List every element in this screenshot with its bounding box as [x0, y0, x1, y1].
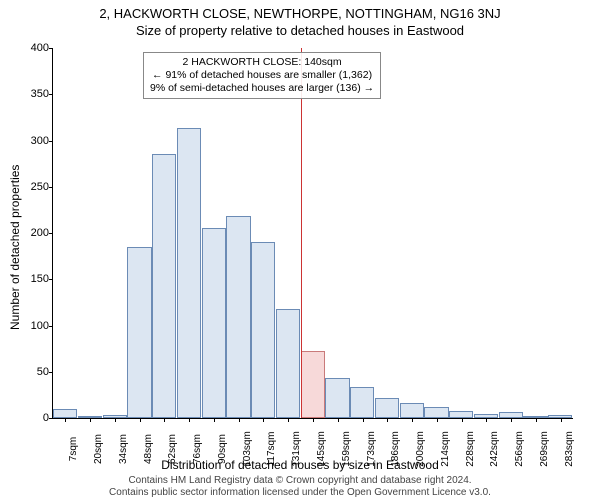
x-tick-mark: [263, 418, 264, 422]
footer-line1: Contains HM Land Registry data © Crown c…: [0, 475, 600, 487]
footer-line2: Contains public sector information licen…: [0, 487, 600, 499]
y-tick-label: 50: [23, 366, 49, 378]
y-tick-label: 300: [23, 135, 49, 147]
histogram-bar: [400, 403, 424, 418]
x-tick-mark: [65, 418, 66, 422]
x-tick-mark: [338, 418, 339, 422]
histogram-bar: [127, 247, 151, 418]
y-tick-mark: [49, 94, 53, 95]
y-tick-mark: [49, 279, 53, 280]
y-tick-mark: [49, 233, 53, 234]
info-box-line3: 9% of semi-detached houses are larger (1…: [150, 82, 374, 95]
info-box-line2: ← 91% of detached houses are smaller (1,…: [150, 69, 374, 82]
y-tick-label: 250: [23, 181, 49, 193]
x-tick-mark: [164, 418, 165, 422]
title-main: 2, HACKWORTH CLOSE, NEWTHORPE, NOTTINGHA…: [0, 0, 600, 21]
histogram-bar: [350, 387, 374, 418]
histogram-bar: [375, 398, 399, 418]
x-tick-mark: [239, 418, 240, 422]
x-tick-mark: [511, 418, 512, 422]
y-tick-mark: [49, 187, 53, 188]
x-tick-mark: [486, 418, 487, 422]
y-tick-mark: [49, 48, 53, 49]
y-axis-label: Number of detached properties: [8, 165, 22, 330]
y-tick-label: 350: [23, 88, 49, 100]
x-tick-mark: [462, 418, 463, 422]
y-tick-mark: [49, 141, 53, 142]
x-tick-mark: [412, 418, 413, 422]
y-tick-mark: [49, 326, 53, 327]
histogram-bar: [449, 411, 473, 418]
info-box: 2 HACKWORTH CLOSE: 140sqm← 91% of detach…: [143, 52, 381, 99]
histogram-bar: [251, 242, 275, 418]
plot-area: 0501001502002503003504007sqm20sqm34sqm48…: [52, 48, 573, 419]
histogram-bar: [424, 407, 448, 418]
x-tick-mark: [387, 418, 388, 422]
histogram-bar: [53, 409, 77, 418]
histogram-bar: [276, 309, 300, 418]
histogram-bar: [202, 228, 226, 418]
footer-attribution: Contains HM Land Registry data © Crown c…: [0, 475, 600, 498]
x-tick-mark: [561, 418, 562, 422]
chart-container: 2, HACKWORTH CLOSE, NEWTHORPE, NOTTINGHA…: [0, 0, 600, 500]
y-tick-label: 400: [23, 42, 49, 54]
x-axis-label: Distribution of detached houses by size …: [0, 458, 600, 472]
histogram-bar-highlight: [301, 351, 325, 418]
y-tick-label: 150: [23, 273, 49, 285]
x-tick-mark: [140, 418, 141, 422]
x-tick-mark: [288, 418, 289, 422]
x-tick-mark: [363, 418, 364, 422]
x-tick-mark: [115, 418, 116, 422]
x-tick-mark: [313, 418, 314, 422]
marker-line: [301, 48, 302, 418]
x-tick-mark: [214, 418, 215, 422]
x-tick-mark: [90, 418, 91, 422]
x-tick-mark: [189, 418, 190, 422]
y-tick-label: 0: [23, 412, 49, 424]
info-box-line1: 2 HACKWORTH CLOSE: 140sqm: [150, 56, 374, 69]
y-tick-mark: [49, 372, 53, 373]
histogram-bar: [152, 154, 176, 418]
x-tick-mark: [437, 418, 438, 422]
histogram-bar: [325, 378, 349, 418]
y-tick-label: 200: [23, 227, 49, 239]
histogram-bar: [226, 216, 250, 418]
histogram-bar: [177, 128, 201, 418]
x-tick-mark: [536, 418, 537, 422]
y-tick-label: 100: [23, 320, 49, 332]
title-sub: Size of property relative to detached ho…: [0, 21, 600, 38]
y-tick-mark: [49, 418, 53, 419]
